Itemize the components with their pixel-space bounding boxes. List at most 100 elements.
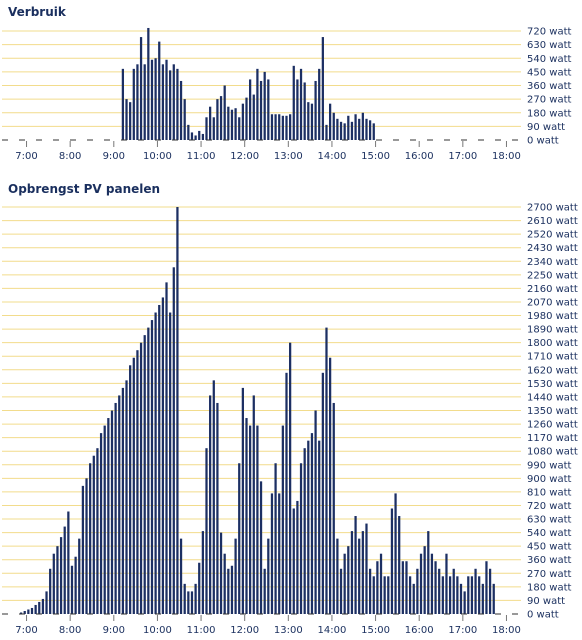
bar [198,130,201,140]
bar [179,80,183,140]
bar [263,71,266,141]
bar [376,561,379,614]
bar [129,365,132,614]
bar [296,500,299,614]
chart-opbrengst-svg: 2700 watt 2610 watt 2520 watt 2430 watt 2340… [2,203,578,636]
y-tick-label: 1080 watt [527,447,578,458]
bar [467,576,470,614]
x-tick-label: 11:00 [187,151,216,162]
bar [161,297,165,614]
bar [89,463,92,614]
y-tick-label: 810 watt [527,487,571,498]
bar [194,135,197,140]
bar [121,387,125,614]
bar [336,538,339,614]
bar [216,402,219,614]
bar [212,380,215,614]
bar [147,27,150,140]
y-tick-label: 1980 watt [527,311,578,322]
bar [452,568,455,614]
x-tick-label: 9:00 [103,625,125,636]
bar [456,576,459,614]
x-tick-label: 17:00 [448,625,477,636]
bar [241,103,244,140]
bar [143,335,146,614]
y-tick-label: 1620 watt [527,365,578,376]
bar [252,94,255,140]
bar [165,59,168,141]
bar [343,553,346,614]
bar [183,99,186,141]
bar [448,576,452,614]
bar [481,583,484,614]
bar [321,37,324,140]
bar [361,531,364,614]
y-tick-label: 2610 watt [527,216,578,227]
bar [183,583,186,614]
y-tick-label: 270 watt [527,569,571,580]
bar [38,601,41,614]
bar [139,37,143,140]
x-tick-label: 13:00 [274,625,303,636]
bar [459,583,463,614]
x-tick-label: 15:00 [361,151,390,162]
bar [368,568,372,614]
bar [63,526,66,614]
bar [383,576,386,614]
bar [390,508,394,614]
bar [187,124,190,140]
bar [201,531,204,614]
bar [132,68,135,140]
bar [281,115,284,140]
bar [488,568,492,614]
bar [190,132,194,140]
bar [303,82,306,140]
bar [205,117,208,140]
bar [270,493,274,614]
bar [227,568,230,614]
bar [332,112,335,140]
bar [416,568,419,614]
bar [485,561,488,614]
x-tick-label: 14:00 [318,151,347,162]
bar [405,561,408,614]
bar [179,538,183,614]
bar [81,485,85,614]
bar [99,433,103,614]
bar [310,103,314,140]
bar [150,59,154,141]
y-tick-label: 1890 watt [527,325,578,336]
bar [412,583,415,614]
chart-verbruik-svg: 720 watt 630 watt 540 watt 450 watt 360 watt… [2,27,571,162]
y-tick-label: 990 watt [527,460,571,471]
bar [256,425,259,614]
y-tick-label: 2430 watt [527,243,578,254]
bar [158,304,161,614]
bar [270,114,274,140]
y-tick-label: 630 watt [527,515,571,526]
y-tick-label: 360 watt [527,555,571,566]
bar [52,553,55,614]
bar [478,576,481,614]
bar [296,79,299,140]
bar [372,576,375,614]
bar [161,64,165,140]
bar [172,267,175,614]
x-tick-label: 8:00 [59,151,81,162]
bar [34,604,37,614]
x-tick-label: 18:00 [492,625,521,636]
bar [401,561,404,614]
bar [190,591,194,614]
bar [492,583,495,614]
bar [314,410,317,614]
bar [216,99,219,141]
y-tick-label: 900 watt [527,474,571,485]
bar [318,440,321,614]
y-tick-label: 720 watt [527,501,571,512]
bar [256,68,259,140]
x-tick-label: 15:00 [361,625,390,636]
x-tick-label: 12:00 [230,625,259,636]
bar [230,565,234,614]
bar [27,609,30,614]
y-tick-label: 450 watt [527,67,571,78]
